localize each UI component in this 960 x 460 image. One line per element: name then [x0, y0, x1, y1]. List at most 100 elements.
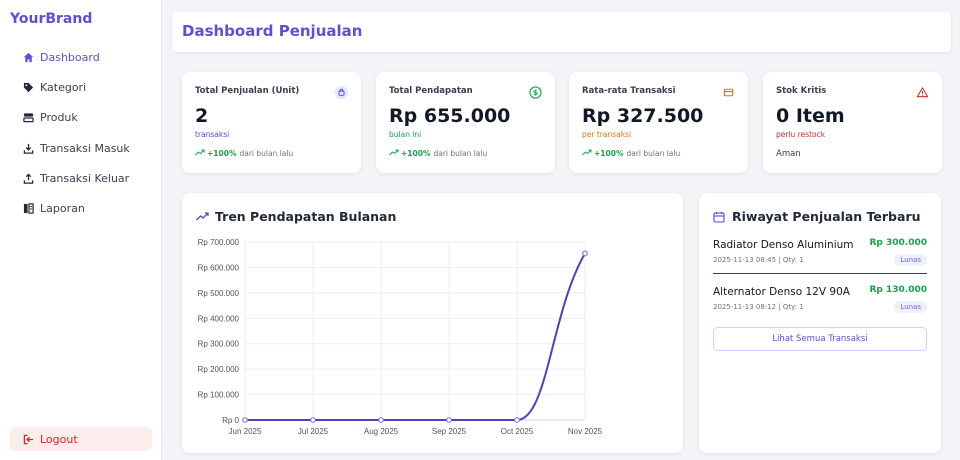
revenue-line-chart: Rp 0 Rp 100.000 Rp 200.000 Rp 300.000 Rp 400… — [198, 238, 603, 436]
transaction-item[interactable]: Alternator Denso 12V 90A 2025-11-13 08:1… — [713, 285, 928, 322]
box-icon — [19, 109, 37, 125]
card-trend: +100% dari bulan lalu — [195, 149, 293, 158]
trend-up-icon — [582, 149, 592, 158]
card-title: Total Pendapatan — [389, 86, 473, 96]
trend-text: dari bulan lalu — [433, 149, 488, 158]
calendar-icon — [713, 211, 727, 223]
page-header: Dashboard Penjualan — [172, 12, 951, 52]
sidebar-item-dashboard[interactable]: Dashboard — [10, 45, 152, 69]
x-tick-label: Sep 2025 — [432, 427, 467, 436]
transaction-meta: 2025-11-13 08:45 | Qty: 1 — [713, 256, 804, 264]
card-subtitle: perlu restock — [776, 130, 826, 139]
card-title: Stok Kritis — [776, 86, 827, 96]
data-point[interactable] — [582, 250, 588, 257]
history-title: Riwayat Penjualan Terbaru — [732, 209, 921, 224]
download-icon — [19, 140, 37, 156]
dollar-icon: $ — [528, 85, 542, 99]
svg-text:$: $ — [532, 88, 537, 97]
card-subtitle: per transaksi — [582, 130, 632, 139]
view-all-transactions-button[interactable]: Lihat Semua Transaksi — [713, 327, 927, 351]
wallet-icon — [721, 85, 735, 99]
card-title: Total Penjualan (Unit) — [195, 86, 300, 96]
y-tick-label: Rp 500.000 — [198, 289, 240, 298]
status-badge: Lunas — [894, 301, 927, 313]
divider — [713, 273, 927, 274]
warning-icon — [915, 85, 929, 99]
x-tick-label: Jul 2025 — [298, 427, 329, 436]
sidebar-item-label: Dashboard — [40, 50, 100, 64]
data-point[interactable] — [242, 417, 248, 423]
stock-status: Aman — [776, 149, 801, 159]
transaction-amount: Rp 130.000 — [869, 285, 928, 295]
card-subtitle: transaksi — [195, 130, 230, 139]
sidebar-item-label: Kategori — [40, 80, 87, 94]
status-badge: Lunas — [894, 254, 927, 266]
sidebar-item-transaksi-keluar[interactable]: Transaksi Keluar — [10, 166, 152, 190]
trend-up-icon — [389, 149, 399, 158]
trend-text: dari bulan lalu — [239, 149, 294, 158]
chart-panel-title: Tren Pendapatan Bulanan — [196, 209, 396, 224]
card-trend: +100% dari bulan lalu — [582, 149, 680, 158]
x-tick-label: Jun 2025 — [229, 427, 262, 436]
shopping-bag-icon — [334, 85, 348, 99]
transaction-item[interactable]: Radiator Denso Aluminium 2025-11-13 08:4… — [713, 238, 928, 275]
card-value: 2 — [195, 105, 209, 127]
y-tick-label: Rp 200.000 — [198, 365, 240, 374]
history-panel-title: Riwayat Penjualan Terbaru — [713, 209, 921, 224]
sales-history-panel: Riwayat Penjualan Terbaru Radiator Denso… — [699, 193, 941, 453]
sidebar-item-transaksi-masuk[interactable]: Transaksi Masuk — [10, 136, 152, 160]
y-tick-label: Rp 300.000 — [198, 340, 240, 349]
logout-button[interactable]: Logout — [10, 427, 152, 451]
sidebar-item-kategori[interactable]: Kategori — [10, 75, 152, 99]
sidebar-item-label: Produk — [40, 110, 78, 124]
sidebar-item-label: Laporan — [40, 201, 85, 215]
stat-card-stok-kritis: Stok Kritis 0 Item perlu restock Aman — [763, 72, 942, 173]
x-tick-label: Oct 2025 — [501, 427, 534, 436]
x-tick-label: Aug 2025 — [364, 427, 399, 436]
y-tick-label: Rp 400.000 — [198, 314, 240, 323]
trend-text: dari bulan lalu — [626, 149, 681, 158]
transaction-name: Alternator Denso 12V 90A — [713, 286, 850, 298]
logout-icon — [19, 431, 37, 447]
sidebar-item-laporan[interactable]: Laporan — [10, 196, 152, 220]
card-title: Rata-rata Transaksi — [582, 86, 676, 96]
stat-card-total-pendapatan: Total Pendapatan $ Rp 655.000 bulan ini … — [376, 72, 555, 173]
logout-label: Logout — [40, 432, 78, 446]
brand-logo[interactable]: YourBrand — [10, 11, 93, 27]
tag-icon — [19, 79, 37, 95]
y-tick-label: Rp 600.000 — [198, 263, 240, 272]
card-value: Rp 327.500 — [582, 105, 704, 127]
transaction-meta: 2025-11-13 08:12 | Qty: 1 — [713, 303, 804, 311]
trend-percent: +100% — [207, 149, 237, 158]
card-value: 0 Item — [776, 105, 845, 127]
upload-icon — [19, 170, 37, 186]
data-point[interactable] — [310, 417, 316, 423]
page-title: Dashboard Penjualan — [182, 22, 363, 40]
x-tick-label: Nov 2025 — [568, 427, 603, 436]
sidebar-item-label: Transaksi Keluar — [40, 171, 130, 185]
stat-card-rata-rata-transaksi: Rata-rata Transaksi Rp 327.500 per trans… — [569, 72, 748, 173]
card-trend: +100% dari bulan lalu — [389, 149, 487, 158]
y-tick-label: Rp 0 — [222, 416, 239, 425]
sidebar-item-label: Transaksi Masuk — [40, 141, 130, 155]
report-icon — [19, 200, 37, 216]
transaction-amount: Rp 300.000 — [869, 238, 928, 248]
revenue-chart-panel: Tren Pendapatan Bulanan Rp 0 Rp 100.000 Rp… — [182, 193, 683, 453]
card-subtitle: bulan ini — [389, 130, 422, 139]
card-value: Rp 655.000 — [389, 105, 511, 127]
stat-card-total-penjualan: Total Penjualan (Unit) 2 transaksi +100%… — [182, 72, 361, 173]
trend-percent: +100% — [401, 149, 431, 158]
transaction-name: Radiator Denso Aluminium — [713, 239, 854, 251]
data-point[interactable] — [378, 417, 384, 423]
sidebar-item-produk[interactable]: Produk — [10, 105, 152, 129]
data-point[interactable] — [514, 417, 520, 423]
y-tick-label: Rp 700.000 — [198, 238, 240, 247]
chart-title: Tren Pendapatan Bulanan — [215, 209, 397, 224]
y-tick-label: Rp 100.000 — [198, 391, 240, 400]
home-icon — [19, 49, 37, 65]
trend-percent: +100% — [594, 149, 624, 158]
sidebar: YourBrand Dashboard Kategori Produk Tran… — [0, 0, 162, 460]
trend-up-icon — [195, 149, 205, 158]
trend-chart-icon — [196, 211, 210, 223]
data-point[interactable] — [446, 417, 452, 423]
